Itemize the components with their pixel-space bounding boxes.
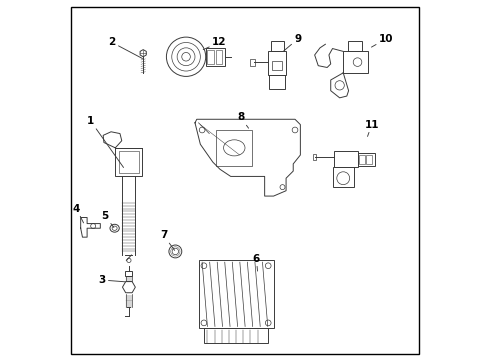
Bar bbox=[270, 41, 284, 51]
Text: 2: 2 bbox=[108, 37, 143, 59]
Bar bbox=[216, 50, 222, 64]
Text: 4: 4 bbox=[73, 203, 83, 223]
Text: 7: 7 bbox=[160, 230, 174, 250]
Bar bbox=[334, 152, 358, 167]
Text: 9: 9 bbox=[283, 34, 301, 51]
Bar bbox=[333, 167, 354, 187]
Bar bbox=[270, 75, 285, 89]
Bar bbox=[198, 260, 273, 328]
Bar bbox=[347, 41, 362, 51]
Text: 8: 8 bbox=[237, 112, 248, 128]
Text: 5: 5 bbox=[101, 211, 114, 228]
Bar bbox=[115, 148, 143, 176]
Bar bbox=[204, 328, 268, 342]
Text: 1: 1 bbox=[87, 116, 123, 167]
Bar bbox=[359, 155, 365, 164]
Bar bbox=[119, 152, 139, 173]
Bar bbox=[358, 153, 375, 166]
Bar bbox=[250, 59, 255, 66]
Bar bbox=[313, 154, 317, 159]
Bar bbox=[343, 51, 368, 73]
Bar bbox=[268, 51, 286, 75]
Text: 10: 10 bbox=[371, 34, 393, 47]
Bar bbox=[367, 155, 372, 164]
Bar bbox=[207, 50, 214, 64]
Bar bbox=[125, 271, 132, 276]
Text: 12: 12 bbox=[203, 37, 226, 50]
Text: 11: 11 bbox=[365, 120, 379, 136]
Text: 3: 3 bbox=[98, 275, 125, 285]
Bar bbox=[126, 276, 132, 281]
Text: 6: 6 bbox=[253, 253, 260, 271]
Bar bbox=[206, 48, 225, 66]
Bar bbox=[272, 62, 282, 70]
Bar bbox=[217, 130, 252, 166]
